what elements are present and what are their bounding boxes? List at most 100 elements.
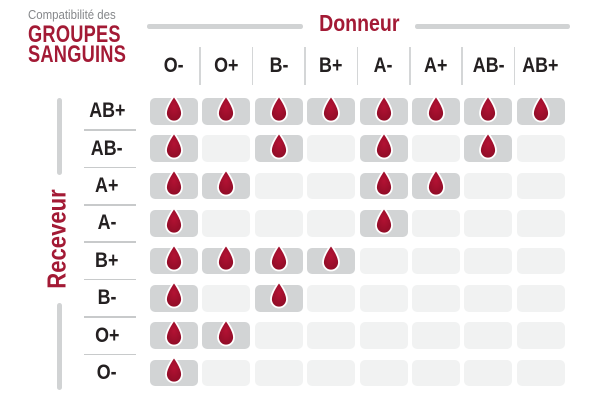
column-header-AB-: AB-	[464, 54, 512, 78]
cell-O+-A-	[359, 322, 408, 349]
row-separator	[84, 278, 136, 281]
cell-AB--AB-	[464, 131, 513, 162]
cell-AB+-A+	[411, 94, 460, 125]
cell-B--B-	[254, 281, 303, 312]
donor-axis-line-right	[415, 24, 570, 29]
cell-AB--B+	[307, 135, 356, 162]
blood-drop-icon	[165, 206, 183, 235]
cell-B+-B-	[254, 244, 303, 275]
cell-B--A-	[359, 284, 408, 312]
donor-axis-label-text: Donneur	[318, 10, 400, 36]
column-header-row: O- O+ B- B+ A- A+ AB- AB+	[150, 47, 565, 85]
column-header-A+: A+	[412, 54, 460, 78]
blood-drop-icon	[165, 318, 183, 347]
cell-O--B+	[307, 359, 356, 387]
blood-drop-icon	[531, 94, 550, 122]
cell-O+-AB+	[516, 322, 565, 349]
cell-O--A-	[359, 359, 408, 387]
blood-drop-icon	[479, 131, 498, 160]
column-header-label: AB+	[522, 54, 559, 77]
cell-A--O-	[150, 206, 198, 237]
cell-O+-AB-	[464, 322, 513, 349]
blood-drop-icon	[427, 169, 445, 197]
row-separator	[84, 241, 136, 243]
cell-A--AB+	[516, 210, 565, 237]
row-header-B+: B+	[76, 248, 138, 275]
blood-drop-icon	[269, 131, 288, 160]
column-separator	[513, 47, 516, 85]
cell-O--B-	[254, 359, 303, 387]
cell-AB+-A-	[359, 94, 408, 125]
column-header-B+: B+	[307, 54, 355, 78]
receiver-axis-label-text: Receveur	[41, 189, 72, 289]
cell-O+-A+	[411, 322, 460, 349]
row-separator	[84, 204, 136, 206]
cell-A--A+	[411, 210, 460, 237]
cell-B+-O-	[150, 244, 198, 275]
cell-B--O-	[150, 281, 198, 312]
cell-A+-B-	[254, 172, 303, 200]
cell-A--O+	[202, 210, 251, 237]
column-header-label: A+	[424, 54, 448, 77]
row-header-label: AB+	[88, 99, 126, 123]
column-header-O+: O+	[202, 54, 250, 78]
blood-drop-icon	[427, 94, 445, 122]
column-header-label: O+	[214, 54, 239, 77]
column-header-B-: B-	[255, 54, 303, 78]
row-separator	[84, 166, 136, 169]
blood-drop-icon	[374, 131, 393, 160]
column-header-label: AB-	[472, 54, 505, 77]
column-header-A-: A-	[360, 54, 408, 78]
row-header-label: A+	[95, 174, 119, 198]
blood-drop-icon	[374, 94, 393, 122]
cell-B+-O+	[202, 244, 251, 275]
cell-A+-A+	[411, 169, 460, 200]
donor-axis-label: Donneur	[303, 10, 415, 37]
cell-AB+-O-	[150, 94, 198, 125]
chart-title-line2: SANGUINS	[28, 41, 127, 68]
cell-AB+-O+	[202, 94, 251, 125]
row-header-A+: A+	[76, 173, 138, 200]
blood-drop-icon	[479, 94, 498, 122]
column-separator	[409, 47, 411, 85]
blood-drop-icon	[217, 169, 236, 197]
blood-drop-icon	[165, 244, 183, 272]
blood-drop-icon	[165, 356, 183, 384]
blood-drop-icon	[269, 244, 288, 272]
chart-title-eyebrow: Compatibilité des	[28, 7, 116, 22]
column-header-O-: O-	[150, 54, 198, 78]
cell-B--B+	[307, 284, 356, 312]
cell-O--AB-	[464, 359, 513, 387]
row-header-B-: B-	[76, 285, 138, 312]
cell-B--AB-	[464, 284, 513, 312]
column-header-label: A-	[374, 54, 393, 77]
row-label-column: AB+ AB- A+ A- B+ B- O+ O-	[76, 98, 138, 386]
cell-AB+-AB-	[464, 94, 513, 125]
row-header-A-: A-	[76, 210, 138, 237]
cell-A--A-	[359, 206, 408, 237]
cell-A+-O-	[150, 169, 198, 200]
blood-drop-icon	[165, 281, 183, 309]
column-header-label: B+	[319, 54, 343, 77]
receiver-axis-label: Receveur	[42, 180, 73, 297]
row-separator	[84, 353, 136, 356]
cell-O+-O-	[150, 318, 198, 349]
blood-drop-icon	[217, 94, 236, 122]
blood-drop-icon	[165, 169, 183, 197]
blood-drop-icon	[217, 318, 236, 347]
blood-drop-icon	[165, 131, 183, 160]
cell-A--B-	[254, 210, 303, 237]
cell-AB--A+	[411, 135, 460, 162]
cell-O--O+	[202, 359, 251, 387]
chart-title: GROUPES SANGUINS	[28, 23, 127, 68]
blood-drop-icon	[374, 169, 393, 197]
cell-O--A+	[411, 359, 460, 387]
cell-B+-B+	[307, 244, 356, 275]
cell-AB+-B+	[307, 94, 356, 125]
row-header-label: O+	[94, 323, 120, 347]
cell-B+-A-	[359, 247, 408, 275]
row-header-label: A-	[97, 211, 117, 235]
column-separator	[356, 47, 359, 85]
cell-O+-B-	[254, 322, 303, 349]
row-header-label: O-	[97, 361, 117, 385]
